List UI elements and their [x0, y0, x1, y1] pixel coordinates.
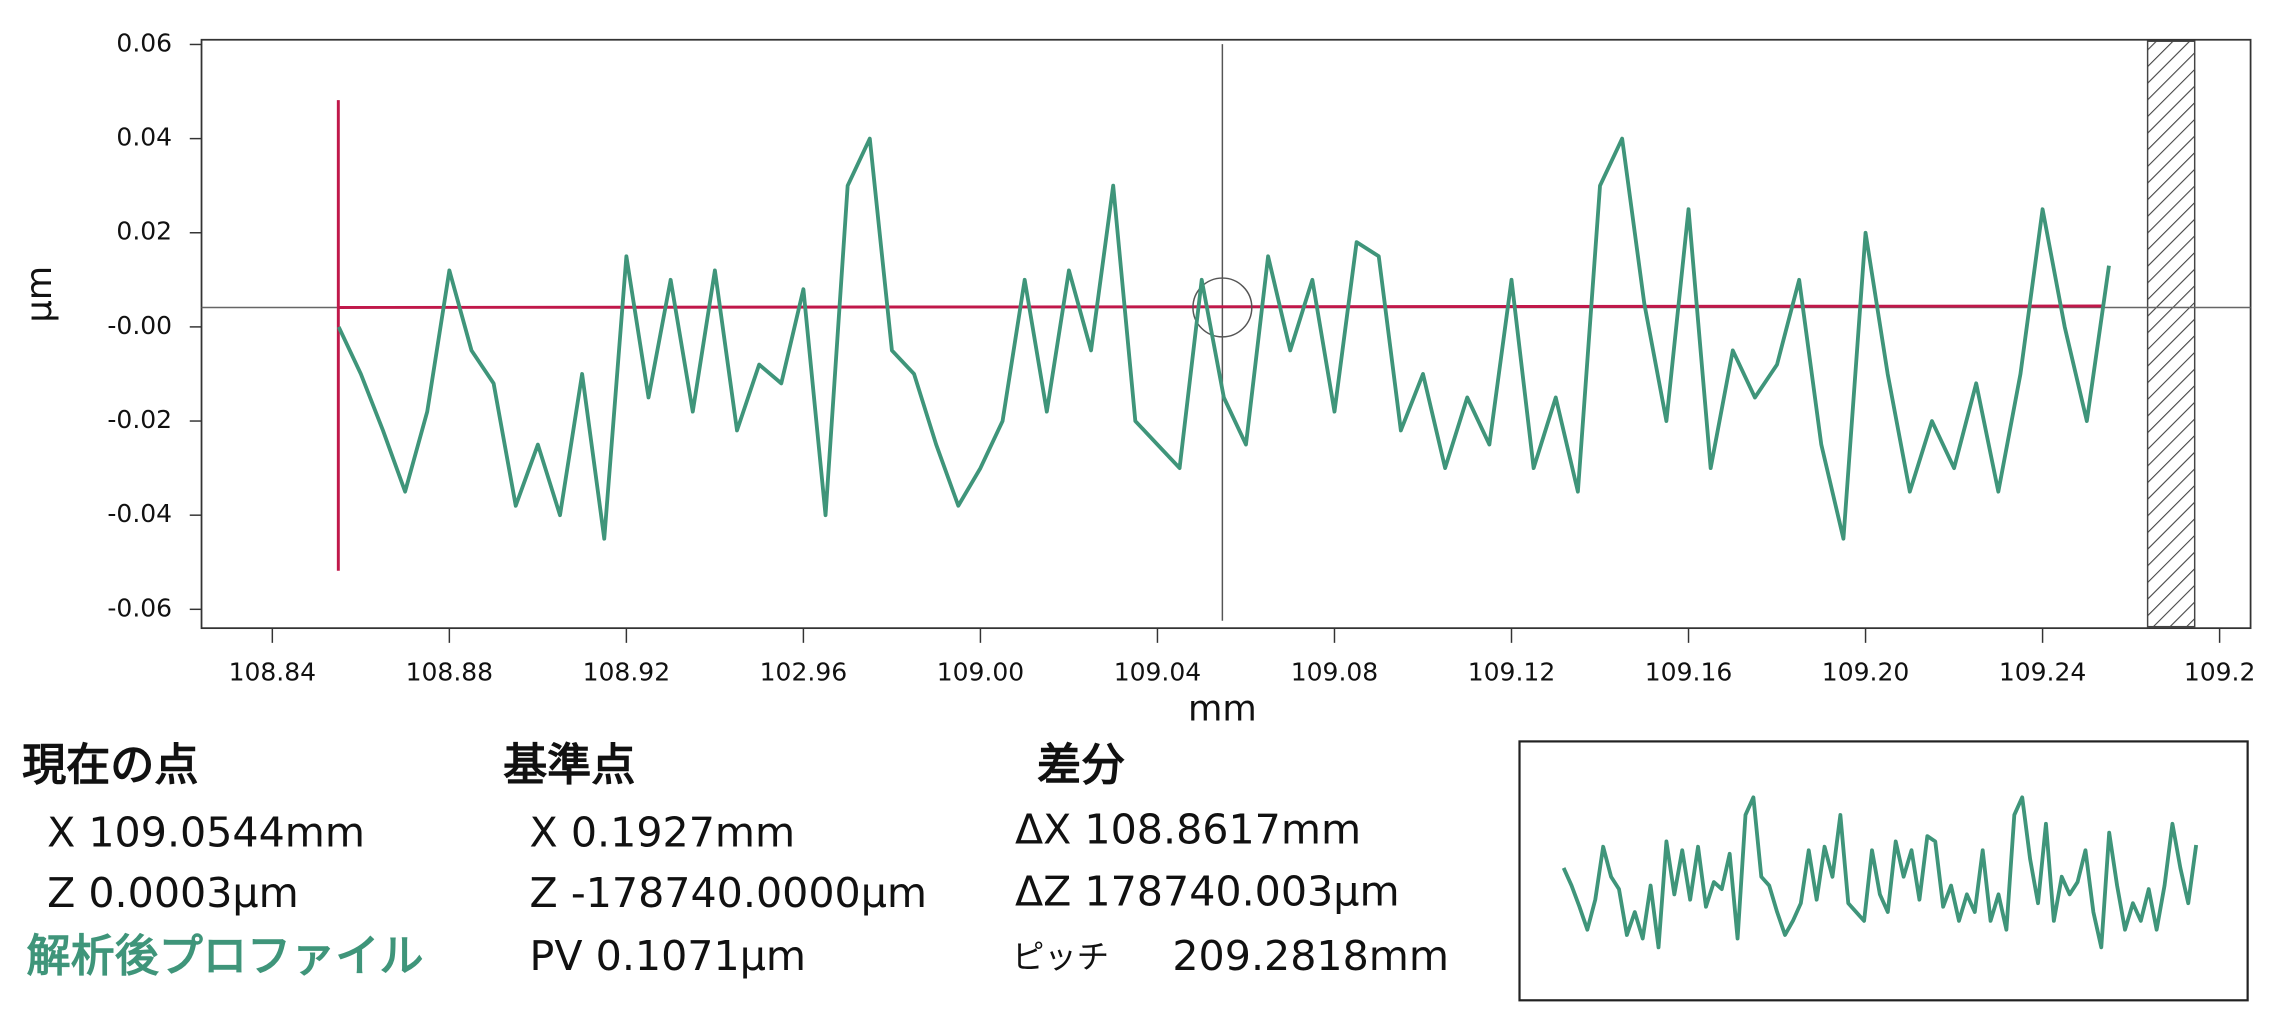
profile-label: 解析後プロファイル [26, 931, 423, 982]
difference-heading: 差分 [1037, 740, 1125, 791]
difference-dz: ΔZ 178740.003µm [1015, 867, 1400, 915]
current-heading: 現在の点 [22, 740, 198, 791]
current-z: Z 0.0003µm [47, 869, 299, 917]
reference-pv: PV 0.1071µm [530, 932, 806, 980]
y-axis-label: µm [19, 266, 60, 323]
x-tick-label: 109.12 [1468, 658, 1555, 687]
x-tick-label: 109.04 [1114, 658, 1201, 687]
x-tick-label: 108.92 [583, 658, 670, 687]
x-tick-label: 109.16 [1645, 658, 1732, 687]
reference-x: X 0.1927mm [530, 809, 796, 857]
y-tick-label: -0.00 [107, 311, 172, 340]
pitch-label: ピッチ [1012, 938, 1109, 976]
x-tick-label: 109.2 [2184, 658, 2256, 687]
overview-line [1561, 795, 2199, 950]
profile-line [336, 136, 2111, 541]
reference-heading: 基準点 [503, 740, 635, 791]
x-tick-label: 109.08 [1291, 658, 1378, 687]
y-tick-label: -0.06 [107, 593, 172, 622]
x-tick-label: 109.24 [1999, 658, 2086, 687]
x-tick-label: 102.96 [760, 658, 847, 687]
current-x: X 109.0544mm [47, 809, 365, 857]
excluded-area [2146, 40, 2196, 628]
reference-z: Z -178740.0000µm [530, 869, 927, 917]
x-axis-label: mm [1188, 689, 1257, 730]
x-tick-label: 108.88 [406, 658, 493, 687]
reference-baseline [338, 304, 2104, 309]
overview-frame [1518, 740, 2249, 1002]
x-tick-label: 108.84 [229, 658, 316, 687]
x-tick-label: 109.00 [937, 658, 1024, 687]
y-tick-label: 0.02 [116, 217, 172, 246]
x-tick-label: 109.20 [1822, 658, 1909, 687]
y-tick-label: -0.02 [107, 405, 172, 434]
y-tick-label: -0.04 [107, 499, 172, 528]
y-tick-label: 0.06 [116, 28, 172, 57]
plot-frame [200, 38, 2252, 630]
pitch: 209.2818mm [1172, 932, 1449, 980]
y-tick-label: 0.04 [116, 123, 172, 152]
difference-dx: ΔX 108.8617mm [1015, 806, 1361, 854]
cursor-circle [1192, 277, 1253, 338]
